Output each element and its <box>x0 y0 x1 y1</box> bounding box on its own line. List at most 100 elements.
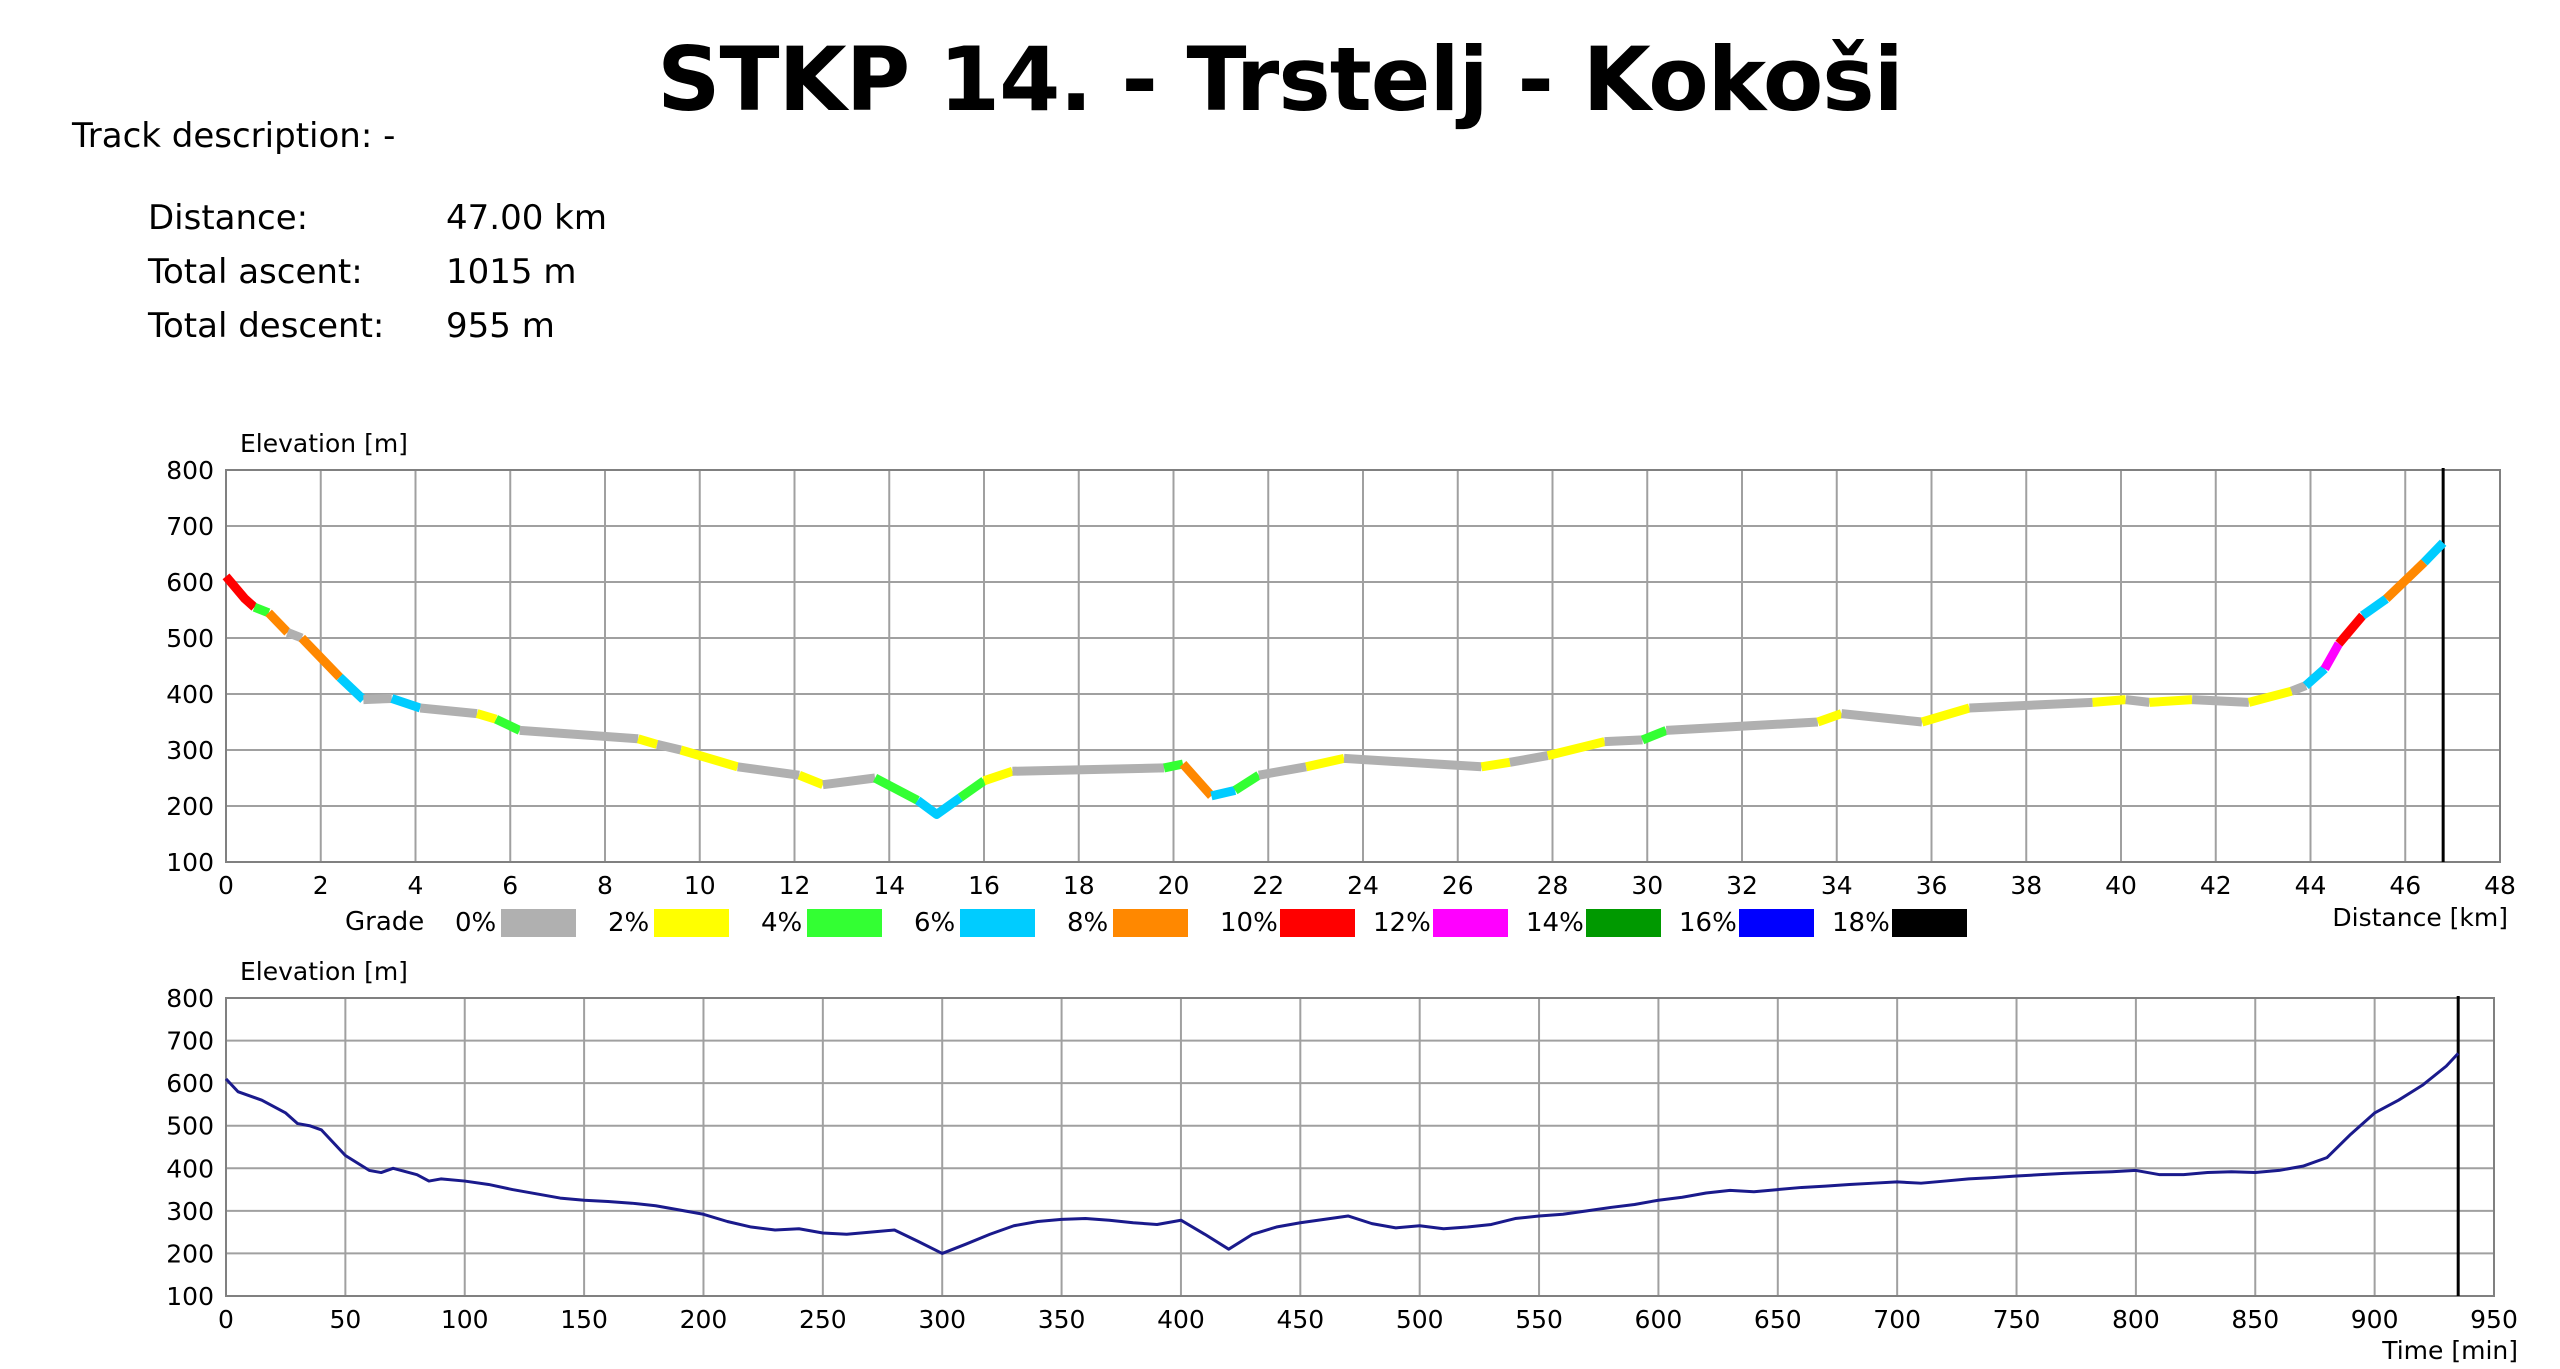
time-chart-x-tick-label: 400 <box>1157 1305 1205 1334</box>
distance-chart-x-tick-label: 28 <box>1537 871 1569 900</box>
distance-chart-grade-segment <box>2149 695 2193 707</box>
grade-legend-label: 8% <box>1067 908 1108 938</box>
grade-legend-swatch <box>960 909 1035 937</box>
distance-chart-grade-segment <box>1665 717 1819 735</box>
stat-distance: Distance: 47.00 km <box>148 198 607 252</box>
distance-chart-grade-segment <box>285 628 304 643</box>
distance-chart-grade-segment <box>475 709 498 724</box>
distance-chart-grade-segment <box>2125 695 2150 707</box>
time-chart-y-tick-label: 800 <box>166 984 214 1013</box>
stat-ascent: Total ascent: 1015 m <box>148 252 607 306</box>
time-chart-x-tick-label: 850 <box>2231 1305 2279 1334</box>
distance-chart-grade-segment <box>2289 681 2308 696</box>
distance-chart-x-tick-label: 26 <box>1442 871 1474 900</box>
time-chart-x-tick-label: 550 <box>1515 1305 1563 1334</box>
time-chart-plot-frame <box>225 997 2495 1297</box>
time-chart-x-tick-label: 450 <box>1276 1305 1324 1334</box>
distance-chart-x-tick-label: 34 <box>1821 871 1853 900</box>
distance-chart-x-tick-label: 2 <box>313 871 329 900</box>
time-chart-x-tick-label: 750 <box>1993 1305 2041 1334</box>
track-stats: Distance: 47.00 km Total ascent: 1015 m … <box>148 198 607 360</box>
stat-ascent-label: Total ascent: <box>148 252 363 292</box>
distance-chart-grade-segment <box>1210 785 1237 801</box>
time-chart-x-tick-label: 650 <box>1754 1305 1802 1334</box>
distance-chart-grade-segment <box>1163 759 1184 773</box>
stat-distance-label: Distance: <box>148 198 309 238</box>
time-chart-xlabel: Time [min] <box>2381 1336 2518 1365</box>
distance-chart-x-tick-label: 24 <box>1347 871 1379 900</box>
distance-chart-grade-segment <box>822 773 876 790</box>
distance-chart-grade-segment <box>298 634 343 681</box>
distance-chart-grade-segment <box>1640 726 1668 745</box>
distance-chart-grade-segment <box>1257 762 1307 780</box>
track-description: Track description: - <box>72 116 396 156</box>
time-chart-x-tick-label: 600 <box>1635 1305 1683 1334</box>
distance-chart-grade-segment <box>656 740 682 755</box>
distance-chart-y-tick-label: 300 <box>166 736 214 765</box>
distance-chart-grade-segment <box>363 693 392 705</box>
time-chart-x-tick-label: 200 <box>680 1305 728 1334</box>
distance-chart-grade-segment <box>1305 754 1346 772</box>
time-chart-x-tick-label: 150 <box>560 1305 608 1334</box>
distance-chart-grade-segment <box>2420 539 2447 566</box>
distance-chart-x-tick-label: 30 <box>1631 871 1663 900</box>
distance-chart-grade-segment <box>1969 697 2093 713</box>
distance-chart-x-tick-label: 6 <box>502 871 518 900</box>
grade-legend-swatch <box>1892 909 1967 937</box>
distance-chart-y-tick-label: 200 <box>166 792 214 821</box>
distance-chart-x-tick-label: 16 <box>968 871 1000 900</box>
time-chart-ylabel: Elevation [m] <box>240 957 408 986</box>
distance-chart-grade-segment <box>1509 751 1549 767</box>
grade-legend-label: 16% <box>1679 908 1737 938</box>
time-chart-x-tick-label: 900 <box>2351 1305 2399 1334</box>
distance-chart-grade-segment <box>737 762 800 780</box>
time-chart-y-tick-label: 200 <box>166 1239 214 1268</box>
distance-chart-grade-segment <box>1920 703 1971 727</box>
distance-chart-y-tick-label: 800 <box>166 456 214 485</box>
distance-chart-grade-segment <box>679 745 739 772</box>
distance-chart-grade-segment <box>252 603 271 617</box>
distance-chart-x-tick-label: 12 <box>779 871 811 900</box>
time-chart-y-tick-label: 700 <box>166 1027 214 1056</box>
distance-chart-xlabel: Distance [km] <box>2332 903 2508 932</box>
distance-chart-x-tick-label: 14 <box>873 871 905 900</box>
stat-distance-value: 47.00 km <box>446 198 607 238</box>
time-chart-x-tick-label: 350 <box>1038 1305 1086 1334</box>
grade-legend-swatch <box>654 909 729 937</box>
grade-legend-label: 12% <box>1373 908 1431 938</box>
time-chart-y-tick-label: 300 <box>166 1197 214 1226</box>
distance-chart-grade-segment <box>982 767 1014 786</box>
grade-legend-label: 10% <box>1220 908 1278 938</box>
distance-chart-grade-segment <box>2247 686 2293 707</box>
time-chart-x-tick-label: 100 <box>441 1305 489 1334</box>
distance-chart-x-tick-label: 40 <box>2105 871 2137 900</box>
distance-chart-x-tick-label: 44 <box>2295 871 2327 900</box>
distance-chart-x-tick-label: 20 <box>1158 871 1190 900</box>
distance-chart-grade-segment <box>2092 695 2127 707</box>
grade-legend-label: 14% <box>1526 908 1584 938</box>
distance-chart-x-tick-label: 22 <box>1252 871 1284 900</box>
distance-chart-grade-segment <box>797 771 825 789</box>
time-chart-x-tick-label: 300 <box>918 1305 966 1334</box>
distance-chart-grade-segment <box>2360 595 2389 620</box>
distance-chart-x-tick-label: 8 <box>597 871 613 900</box>
distance-chart-grade-segment <box>915 793 963 819</box>
distance-chart-grade-segment <box>222 573 258 611</box>
time-chart-y-tick-label: 400 <box>166 1154 214 1183</box>
grade-legend-swatch <box>1586 909 1661 937</box>
distance-chart-x-tick-label: 42 <box>2200 871 2232 900</box>
stat-descent: Total descent: 955 m <box>148 306 607 360</box>
time-chart-x-tick-label: 500 <box>1396 1305 1444 1334</box>
distance-chart-x-tick-label: 10 <box>684 871 716 900</box>
distance-chart-grade-segment <box>265 609 291 636</box>
distance-chart-x-tick-label: 4 <box>408 871 424 900</box>
distance-chart-grade-segment <box>957 777 987 802</box>
distance-chart-grade-segment <box>2320 641 2343 672</box>
distance-chart-grade-segment <box>1546 737 1606 760</box>
grade-legend-label: 6% <box>914 908 955 938</box>
stat-descent-value: 955 m <box>446 306 555 346</box>
page-title: STKP 14. - Trstelj - Kokoši <box>657 28 1904 131</box>
grade-legend-label: 2% <box>608 908 649 938</box>
distance-chart-grade-segment <box>2191 695 2250 707</box>
